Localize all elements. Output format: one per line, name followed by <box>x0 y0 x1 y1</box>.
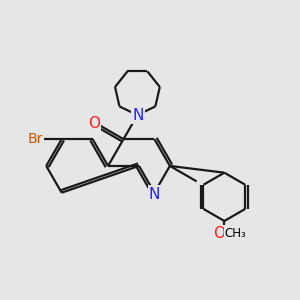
Text: Br: Br <box>28 132 43 146</box>
Text: O: O <box>213 226 225 242</box>
Text: N: N <box>132 107 144 122</box>
Text: CH₃: CH₃ <box>225 227 246 240</box>
Text: O: O <box>88 116 100 131</box>
Text: N: N <box>149 187 160 202</box>
